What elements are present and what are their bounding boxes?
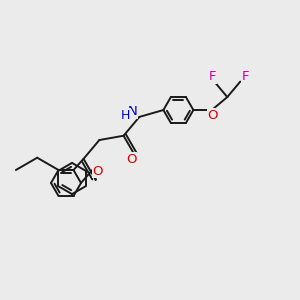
Text: O: O xyxy=(208,109,218,122)
Text: N: N xyxy=(128,105,138,118)
Text: H: H xyxy=(121,109,130,122)
Text: F: F xyxy=(209,70,216,83)
Text: O: O xyxy=(126,153,136,166)
Text: F: F xyxy=(242,70,249,83)
Text: O: O xyxy=(92,164,103,178)
